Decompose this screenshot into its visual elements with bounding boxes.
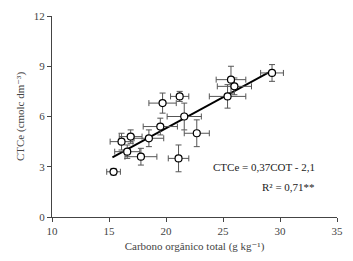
svg-text:Carbono orgânico total (g kg⁻¹: Carbono orgânico total (g kg⁻¹)	[125, 240, 265, 253]
svg-text:25: 25	[218, 225, 230, 237]
svg-text:0: 0	[39, 211, 45, 223]
svg-text:6: 6	[39, 110, 45, 122]
svg-text:35: 35	[332, 225, 344, 237]
svg-text:3: 3	[39, 161, 45, 173]
svg-text:15: 15	[104, 225, 116, 237]
svg-text:R² = 0,71**: R² = 0,71**	[262, 181, 315, 193]
svg-text:10: 10	[47, 225, 59, 237]
svg-text:CTCe (cmolc dm⁻³): CTCe (cmolc dm⁻³)	[14, 72, 27, 161]
svg-text:20: 20	[161, 225, 173, 237]
svg-text:9: 9	[39, 60, 45, 72]
svg-text:12: 12	[34, 10, 45, 22]
svg-text:CTCe = 0,37COT - 2,1: CTCe = 0,37COT - 2,1	[213, 161, 315, 173]
svg-text:30: 30	[275, 225, 287, 237]
